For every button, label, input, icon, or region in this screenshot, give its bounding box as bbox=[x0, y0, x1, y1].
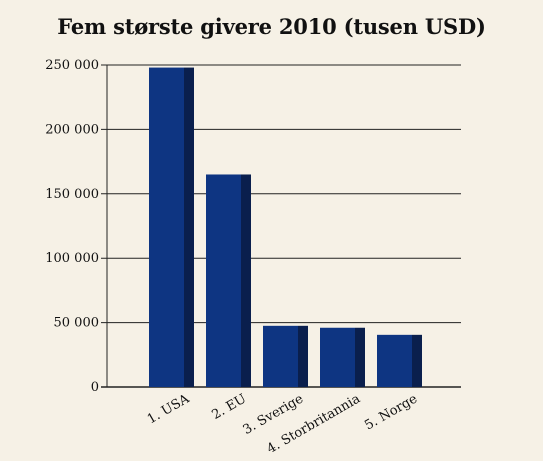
bar-4 bbox=[320, 327, 355, 387]
bar-3-side bbox=[298, 325, 308, 387]
y-tick-label: 250 000 bbox=[45, 58, 99, 73]
chart-title: Fem største givere 2010 (tusen USD) bbox=[57, 14, 486, 39]
x-tick-label: 5. Norge bbox=[362, 391, 420, 433]
bar-4-side bbox=[355, 327, 365, 387]
bar-5 bbox=[377, 334, 412, 387]
bar-1 bbox=[149, 67, 184, 388]
bar-2-side bbox=[241, 174, 251, 387]
bar-2 bbox=[206, 174, 241, 387]
bar-5-side bbox=[412, 334, 422, 387]
y-tick-label: 50 000 bbox=[54, 316, 100, 331]
bars bbox=[149, 67, 422, 388]
x-tick-label: 4. Storbritannia bbox=[265, 391, 364, 457]
x-tick-label: 1. USA bbox=[145, 391, 193, 427]
y-axis-ticks: 0 50 000 100 000 150 000 200 000 250 000 bbox=[45, 58, 99, 395]
y-tick-label: 200 000 bbox=[45, 122, 99, 137]
y-tick-label: 100 000 bbox=[45, 251, 99, 266]
bar-3 bbox=[263, 325, 298, 387]
bar-1-side bbox=[184, 67, 194, 388]
y-tick-label: 0 bbox=[91, 380, 99, 395]
y-tick-label: 150 000 bbox=[45, 187, 99, 202]
x-tick-label: 2. EU bbox=[209, 391, 249, 423]
